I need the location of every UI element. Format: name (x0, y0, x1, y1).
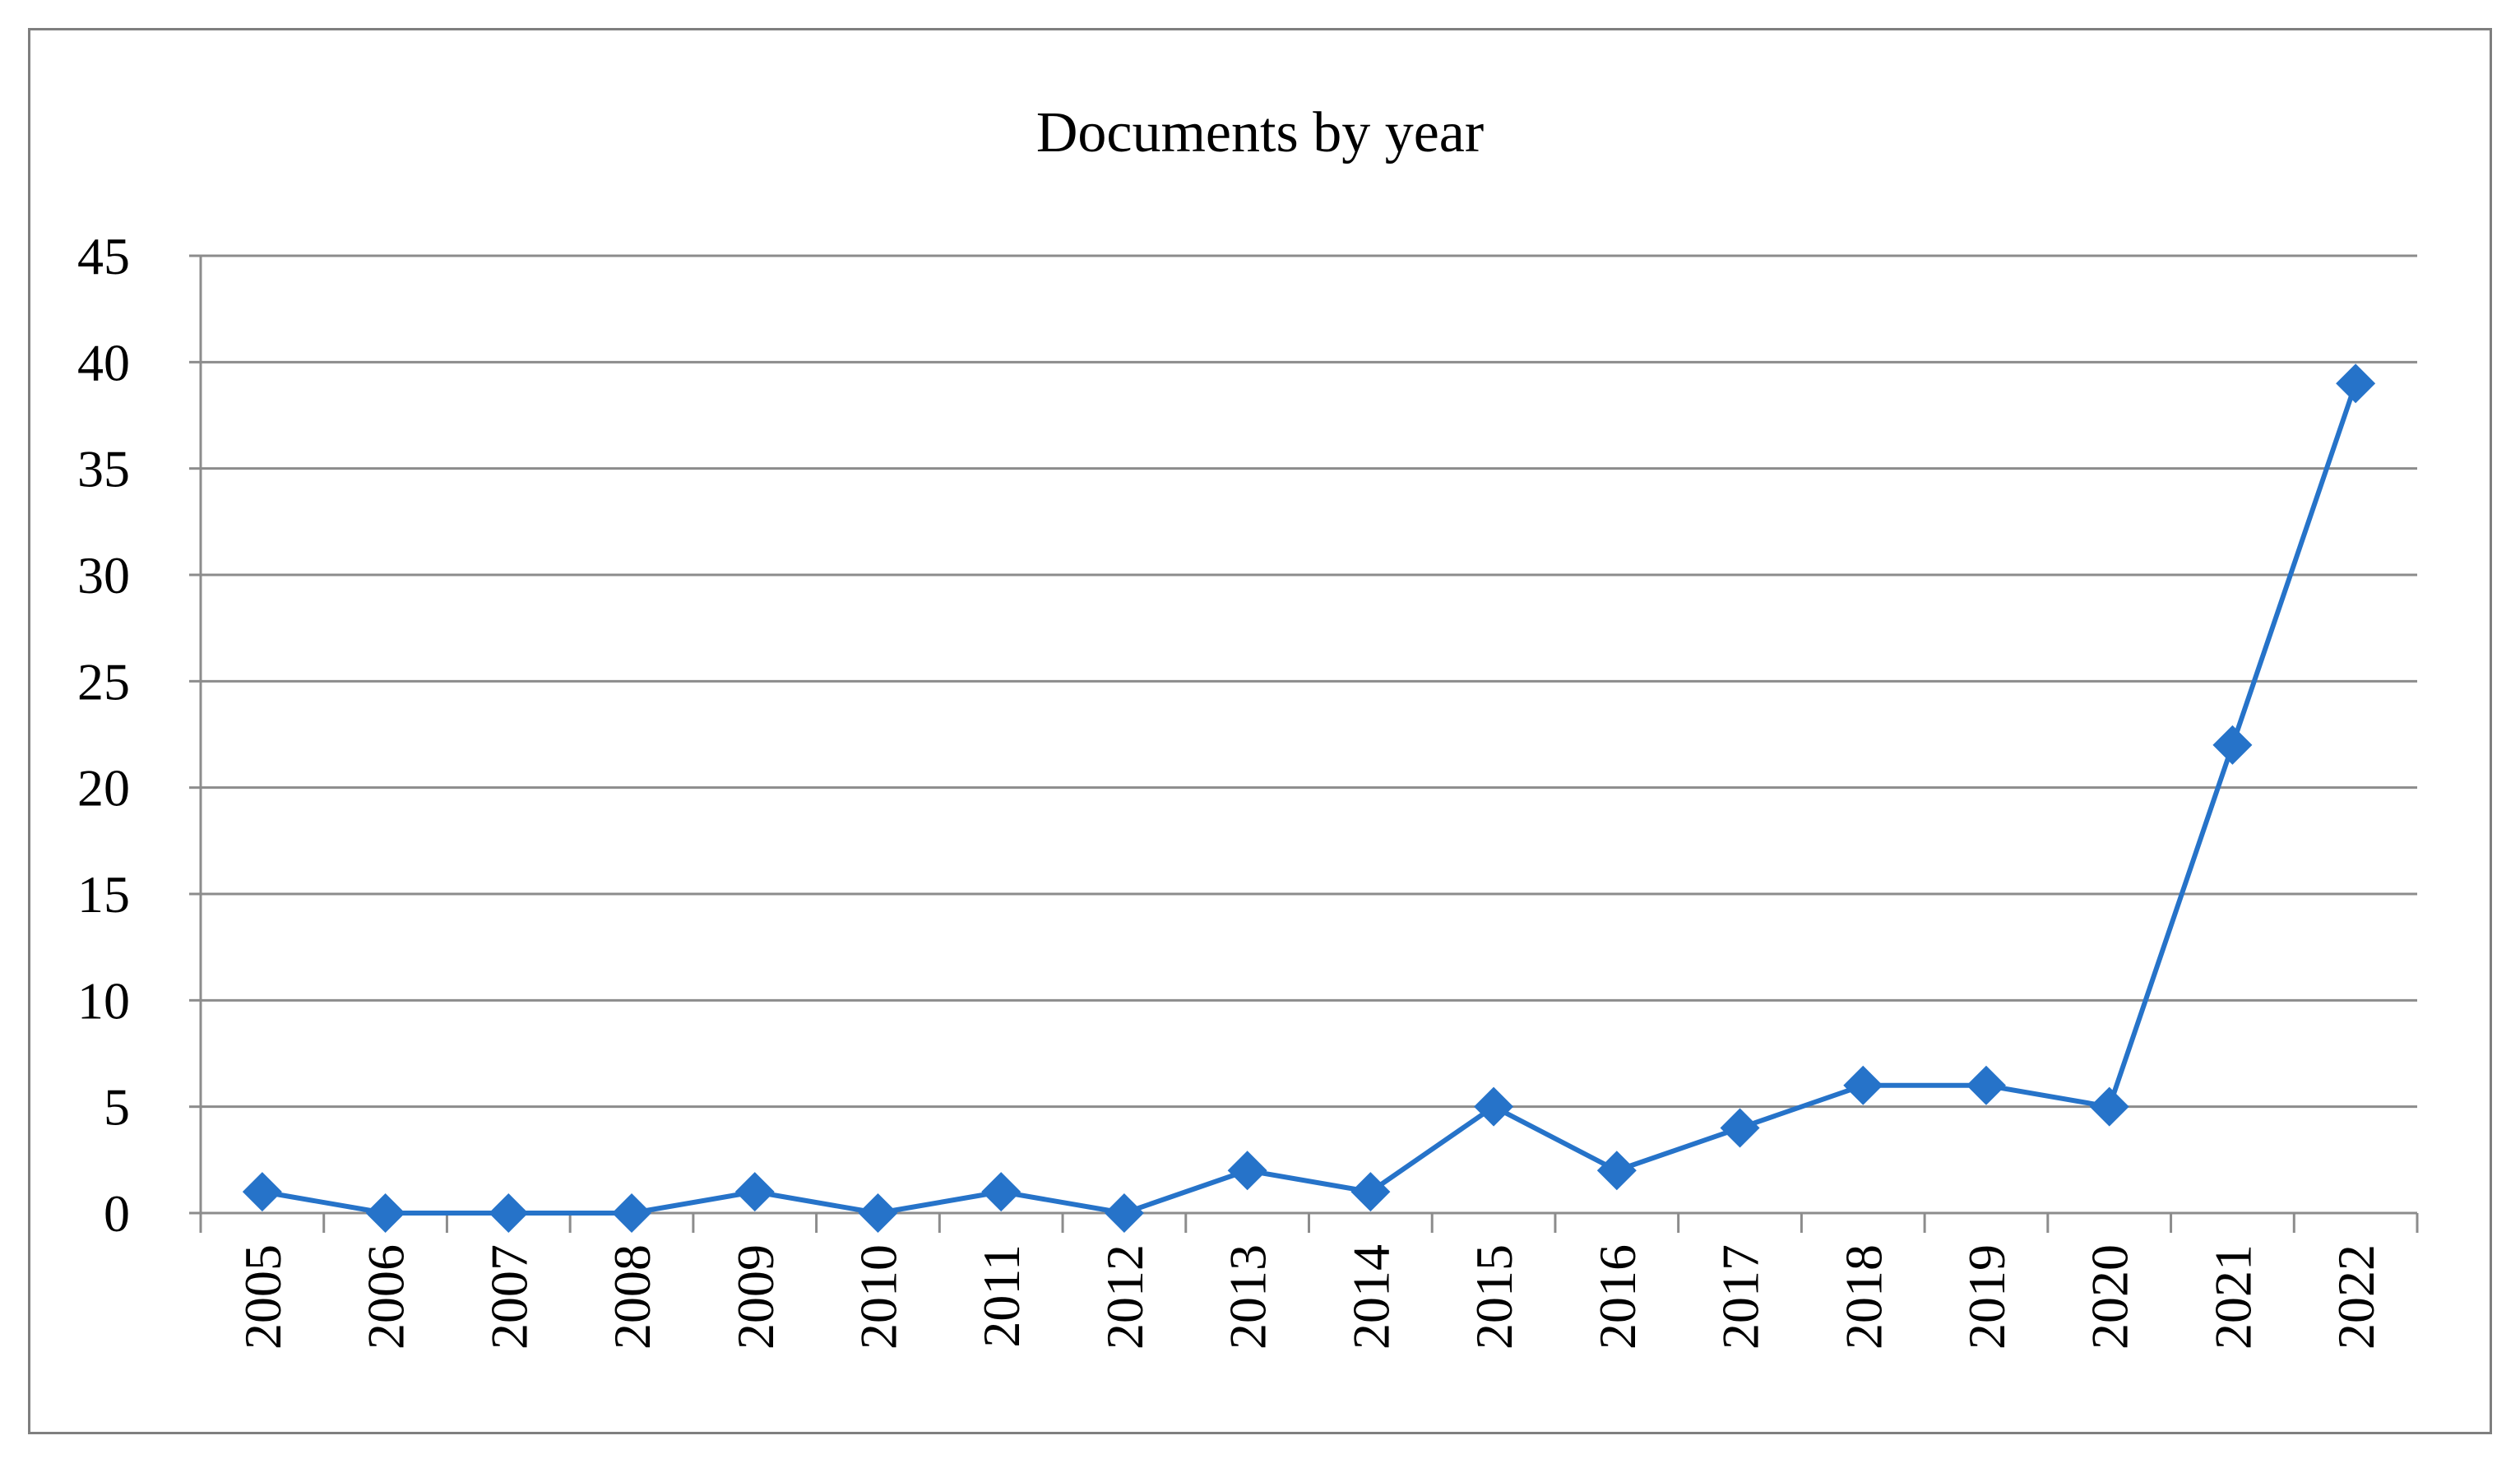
x-tick-label: 2011 (972, 1244, 1031, 1348)
x-tick-label: 2017 (1712, 1244, 1770, 1350)
data-point-2011 (981, 1172, 1021, 1212)
series-line-0 (262, 382, 2358, 1216)
data-point-2021 (2212, 725, 2253, 765)
x-tick-label: 2021 (2203, 1244, 2262, 1350)
x-tick-label: 2020 (2081, 1244, 2139, 1350)
y-tick-label: 35 (77, 440, 130, 498)
chart-title: Documents by year (1036, 101, 1484, 164)
data-point-2005 (242, 1172, 282, 1212)
chart-frame (28, 28, 2492, 1434)
x-tick-label: 2012 (1096, 1244, 1154, 1350)
data-point-2015 (1474, 1086, 1514, 1127)
data-point-2010 (858, 1193, 898, 1233)
data-point-2017 (1720, 1108, 1760, 1148)
y-tick-label: 5 (104, 1078, 130, 1137)
y-tick-label: 10 (77, 971, 130, 1030)
y-tick-label: 0 (104, 1184, 130, 1243)
x-tick-label: 2006 (357, 1244, 415, 1350)
x-tick-label: 2010 (849, 1244, 907, 1350)
x-tick-label: 2015 (1465, 1244, 1523, 1350)
data-point-2020 (2089, 1086, 2129, 1127)
data-point-2007 (489, 1193, 529, 1233)
x-tick-label: 2016 (1588, 1244, 1647, 1350)
data-point-2012 (1104, 1193, 1144, 1233)
y-tick-label: 20 (77, 759, 130, 817)
x-tick-label: 2007 (479, 1244, 538, 1350)
data-point-2014 (1350, 1172, 1391, 1212)
y-tick-label: 15 (77, 865, 130, 924)
x-tick-label: 2019 (1957, 1244, 2016, 1350)
data-point-2018 (1843, 1065, 1883, 1105)
y-tick-label: 40 (77, 333, 130, 391)
x-tick-label: 2014 (1341, 1244, 1400, 1350)
data-point-2009 (734, 1172, 775, 1212)
axes (189, 254, 2419, 1233)
x-tick-label: 2009 (726, 1244, 785, 1350)
data-point-2016 (1596, 1151, 1637, 1191)
y-tick-label: 25 (77, 652, 130, 711)
x-tick-label: 2018 (1834, 1244, 1892, 1350)
x-tick-label: 2005 (234, 1244, 292, 1350)
x-axis-tick-labels: 2005 2006 2007 2008 2009 2010 2011 2012 2013 2014… (234, 1244, 2385, 1350)
data-point-2013 (1227, 1151, 1267, 1191)
data-point-2022 (2336, 364, 2376, 404)
y-axis-tick-labels: 0 5 10 15 20 25 30 35 40 45 (77, 227, 130, 1243)
y-tick-label: 30 (77, 546, 130, 604)
gridlines (201, 254, 2417, 1109)
x-tick-label: 2013 (1219, 1244, 1277, 1350)
y-tick-label: 45 (77, 227, 130, 285)
x-tick-label: 2008 (603, 1244, 661, 1350)
data-series (242, 364, 2376, 1233)
data-point-2006 (365, 1193, 405, 1233)
x-tick-label: 2022 (2327, 1244, 2385, 1350)
data-point-2008 (612, 1193, 652, 1233)
data-point-2019 (1966, 1065, 2006, 1105)
